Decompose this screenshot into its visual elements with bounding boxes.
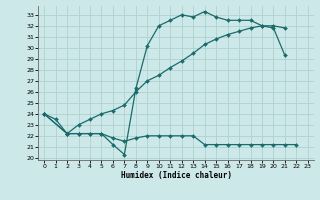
X-axis label: Humidex (Indice chaleur): Humidex (Indice chaleur) [121, 171, 231, 180]
